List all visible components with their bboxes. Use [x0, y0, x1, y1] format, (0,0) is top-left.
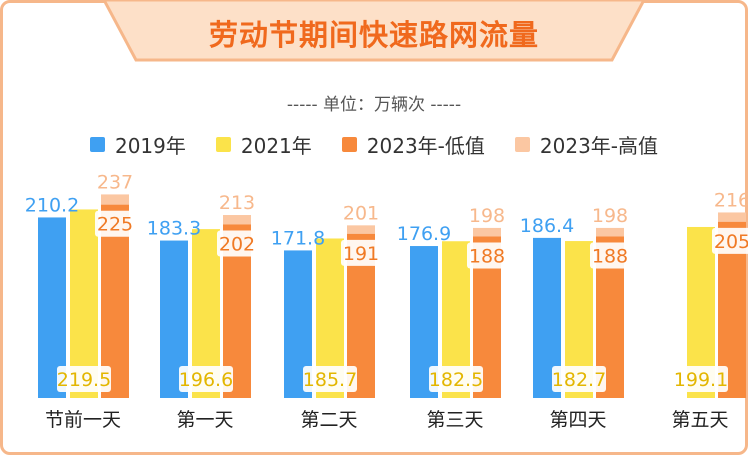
legend-swatch-2019 [89, 136, 105, 152]
data-label-box-2023-low [467, 242, 507, 269]
legend-swatch-2023-high [514, 136, 530, 152]
x-tick-label: 第五天 [671, 409, 728, 431]
data-label-2023-high: 198 [469, 205, 505, 227]
unit-label: ----- 单位：万辆次 ----- [286, 95, 462, 115]
data-label-2021: 182.7 [552, 369, 606, 391]
data-label-2019: 171.8 [271, 227, 325, 249]
data-label-2023-low: 205 [714, 231, 748, 253]
legend-item: 2021年 [215, 128, 312, 160]
data-label-2023-low: 225 [97, 214, 133, 236]
data-label-2023-low: 191 [343, 243, 379, 265]
data-label-2021: 182.5 [429, 369, 483, 391]
data-label-2019: 183.3 [147, 218, 201, 240]
data-label-box-2021 [429, 366, 483, 392]
legend-item: 2023年-低值 [341, 128, 485, 160]
data-label-box-2021 [57, 366, 111, 392]
data-label-2019: 176.9 [397, 223, 451, 245]
data-label-box-2023-low [712, 227, 748, 254]
legend-item: 2023年-高值 [514, 128, 659, 160]
data-label-box-2021 [552, 366, 606, 392]
data-label-2021: 199.1 [674, 369, 728, 391]
legend-swatch-2023-low [341, 136, 357, 152]
data-label-box-2021 [303, 366, 357, 392]
legend-label: 2023年-高值 [539, 133, 659, 158]
data-label-2023-high: 213 [219, 192, 255, 214]
data-label-2023-high: 237 [97, 171, 133, 193]
legend-label: 2019年 [114, 133, 186, 158]
legend: 2019年 2021年 2023年-低值 2023年-高值 [0, 128, 748, 160]
data-label-2023-high: 201 [343, 202, 379, 224]
legend-label: 2021年 [240, 133, 312, 158]
data-label-box-2023-low [217, 230, 257, 257]
data-label-2021: 196.6 [179, 369, 233, 391]
legend-item: 2019年 [89, 128, 186, 160]
x-tick-label: 节前一天 [45, 409, 121, 431]
x-tick-label: 第一天 [176, 409, 233, 431]
x-tick-label: 第三天 [426, 409, 483, 431]
data-label-2021: 185.7 [303, 369, 357, 391]
legend-label: 2023年-低值 [366, 133, 485, 158]
data-label-box-2023-low [590, 242, 630, 269]
x-tick-label: 第二天 [300, 409, 357, 431]
data-label-2023-low: 188 [592, 246, 628, 268]
title-banner [104, 0, 644, 62]
data-label-2021: 219.5 [57, 369, 111, 391]
data-label-2023-high: 216 [714, 189, 748, 211]
chart-title: 劳动节期间快速路网流量 [208, 18, 539, 52]
data-label-box-2023-low [341, 239, 381, 266]
x-tick-label: 第四天 [549, 409, 606, 431]
data-label-2023-high: 198 [592, 205, 628, 227]
data-label-box-2021 [674, 366, 728, 392]
data-label-box-2021 [179, 366, 233, 392]
legend-swatch-2021 [215, 136, 231, 152]
data-label-box-2023-low [95, 210, 135, 237]
data-label-2023-low: 202 [219, 233, 255, 255]
data-label-2019: 186.4 [520, 215, 574, 237]
data-label-2023-low: 188 [469, 246, 505, 268]
bar-2023-low [101, 204, 129, 398]
data-label-2019: 210.2 [25, 194, 79, 216]
